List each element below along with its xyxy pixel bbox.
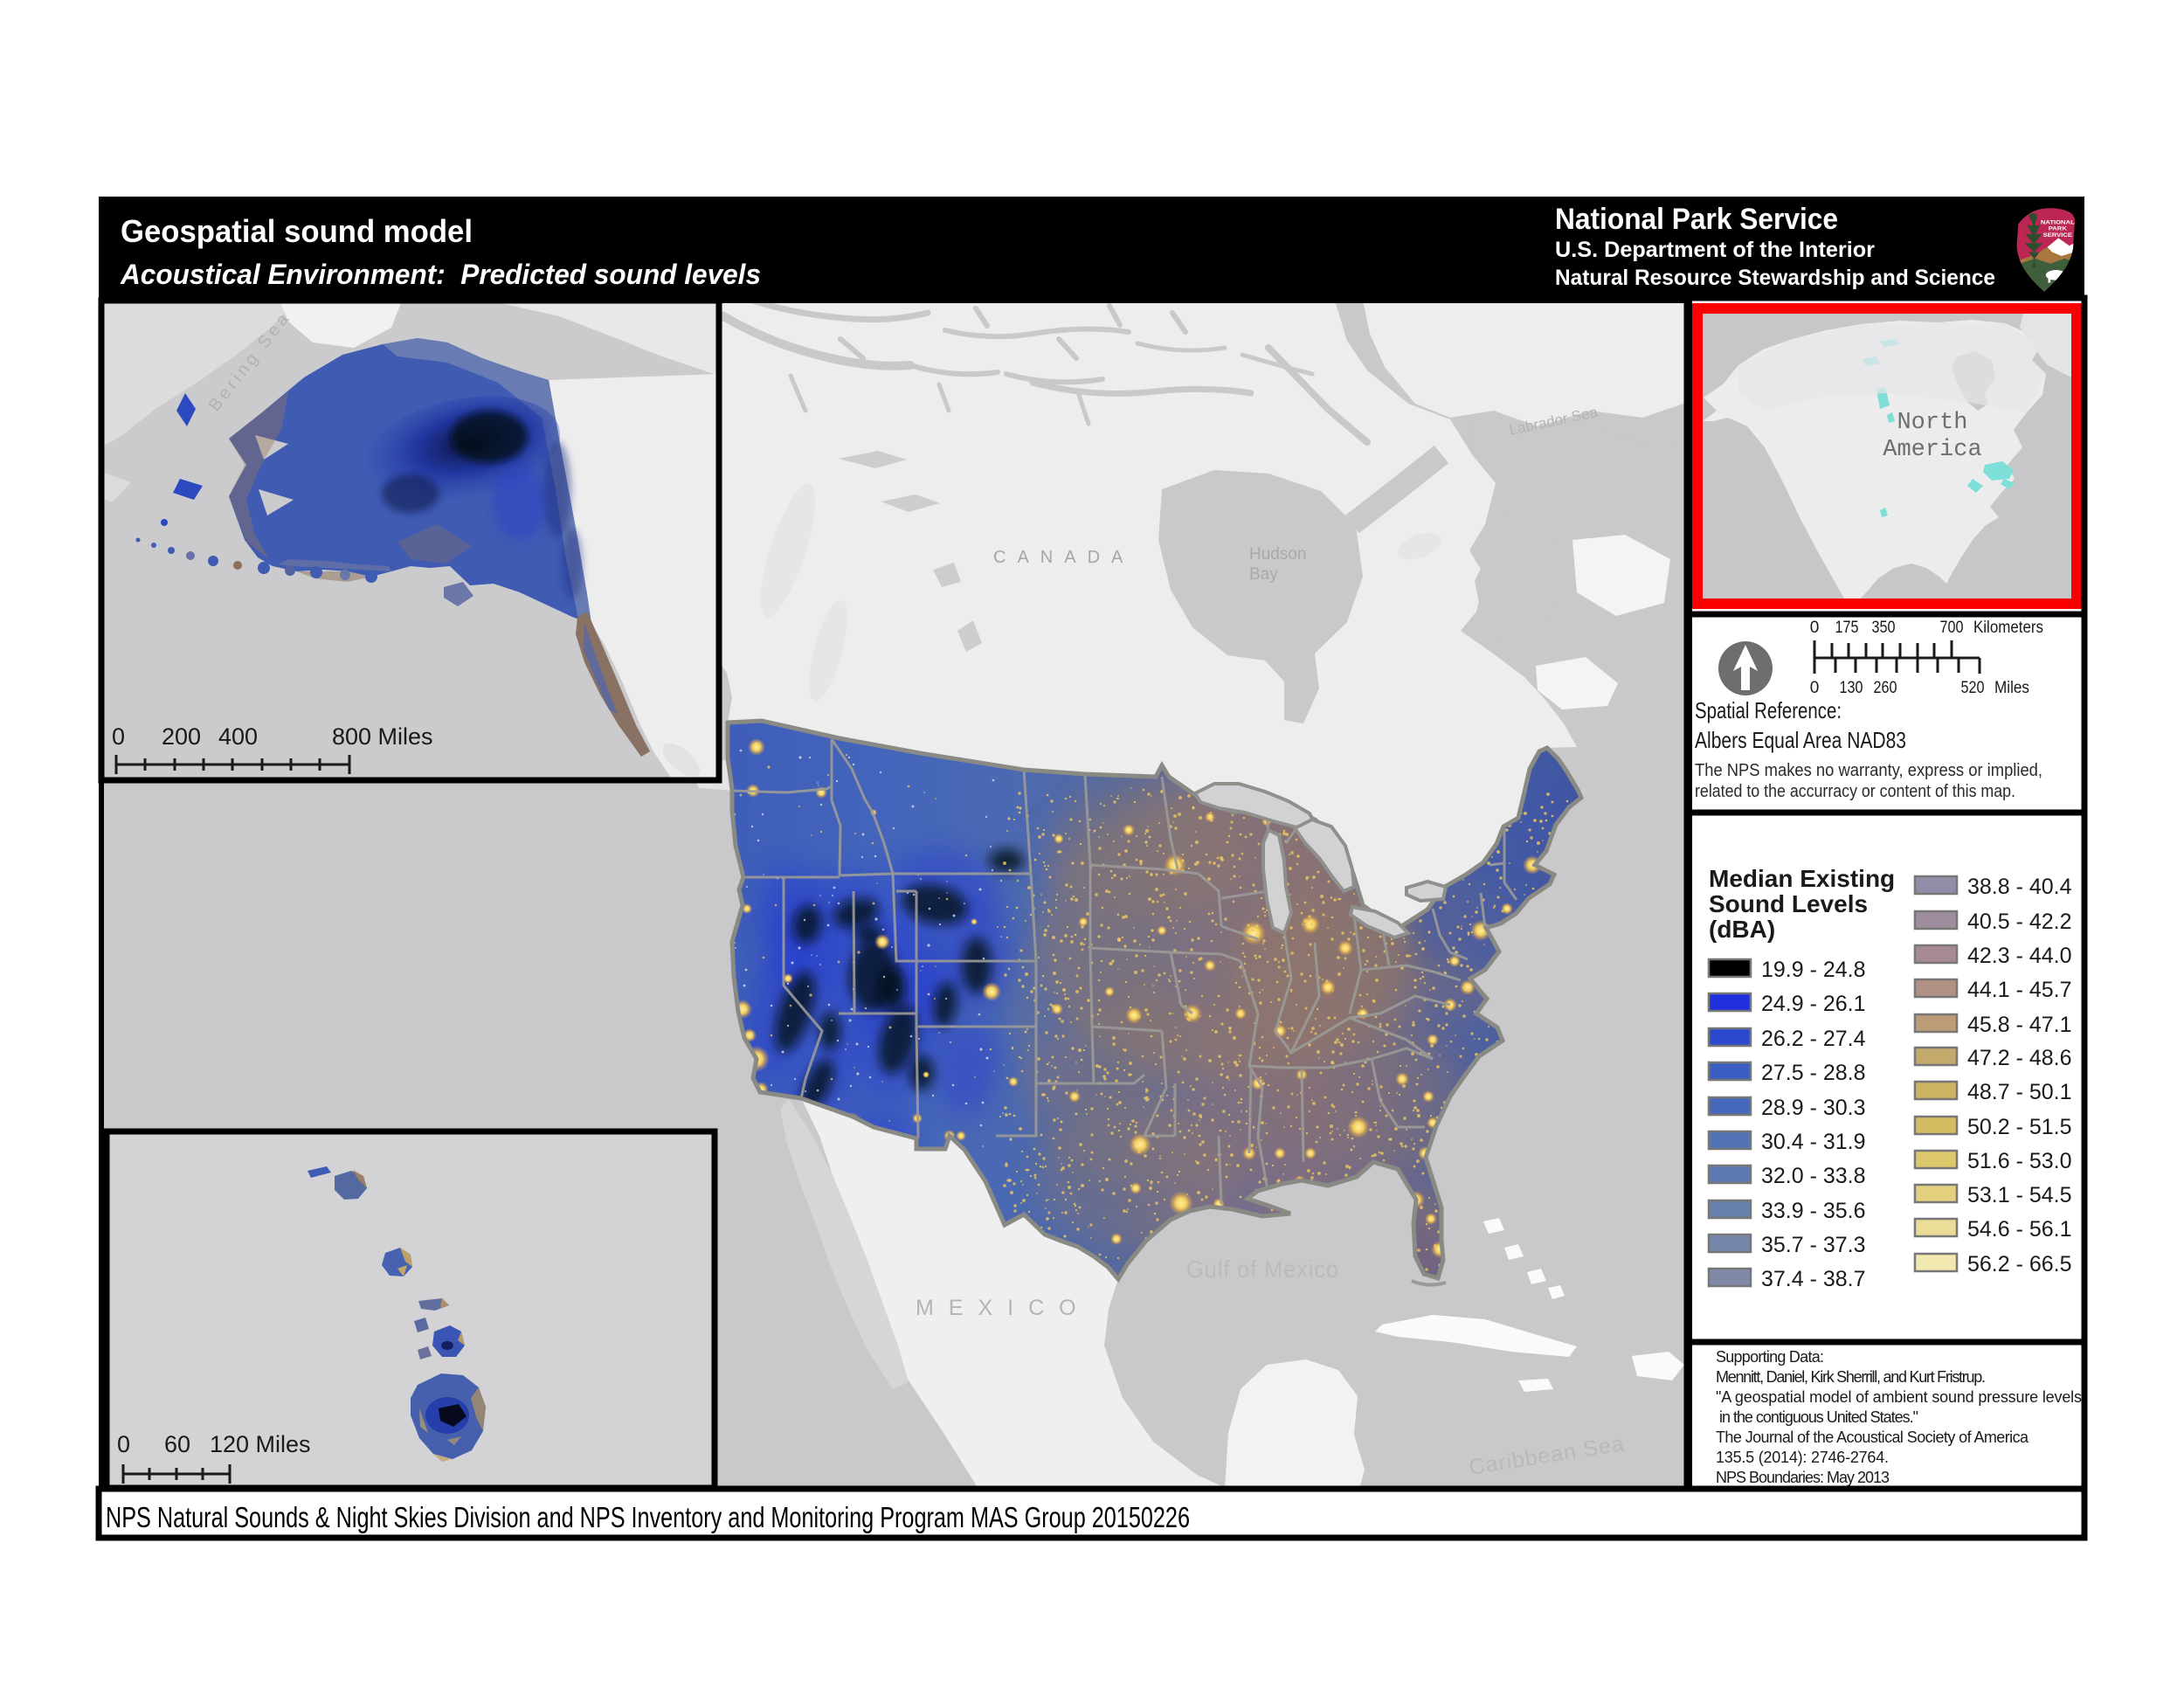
svg-text:40.5 - 42.2: 40.5 - 42.2 — [1967, 910, 2072, 934]
svg-text:520: 520 — [1961, 679, 1985, 697]
svg-text:"A geospatial model of ambient: "A geospatial model of ambient sound pre… — [1716, 1388, 2082, 1406]
svg-text:350: 350 — [1872, 619, 1896, 637]
svg-text:SERVICE: SERVICE — [2043, 233, 2073, 239]
svg-text:Hudson: Hudson — [1249, 545, 1307, 564]
svg-text:The Journal of the Acoustical: The Journal of the Acoustical Society of… — [1716, 1429, 2029, 1446]
svg-text:51.6 - 53.0: 51.6 - 53.0 — [1967, 1149, 2072, 1173]
svg-text:Geospatial sound model: Geospatial sound model — [121, 213, 473, 249]
svg-text:0: 0 — [1810, 679, 1820, 697]
svg-text:44.1 - 45.7: 44.1 - 45.7 — [1967, 978, 2072, 1002]
svg-text:30.4 - 31.9: 30.4 - 31.9 — [1761, 1130, 1866, 1154]
svg-text:27.5 - 28.8: 27.5 - 28.8 — [1761, 1061, 1866, 1085]
svg-text:26.2 - 27.4: 26.2 - 27.4 — [1761, 1027, 1866, 1051]
svg-text:North: North — [1897, 410, 1967, 436]
svg-text:related to the accurracy or co: related to the accurracy or content of t… — [1695, 782, 2015, 801]
svg-text:56.2 - 66.5: 56.2 - 66.5 — [1967, 1252, 2072, 1276]
svg-text:19.9 - 24.8: 19.9 - 24.8 — [1761, 958, 1866, 982]
svg-text:Gulf of Mexico: Gulf of Mexico — [1186, 1256, 1339, 1283]
svg-text:32.0 - 33.8: 32.0 - 33.8 — [1761, 1164, 1866, 1188]
svg-text:45.8 - 47.1: 45.8 - 47.1 — [1967, 1013, 2072, 1037]
svg-text:Natural Resource Stewardship a: Natural Resource Stewardship and Science — [1555, 266, 1995, 290]
svg-text:The NPS makes no warranty, exp: The NPS makes no warranty, express or im… — [1695, 761, 2042, 780]
svg-text:48.7 - 50.1: 48.7 - 50.1 — [1967, 1080, 2072, 1104]
svg-text:Median Existing: Median Existing — [1709, 865, 1895, 892]
svg-text:Kilometers: Kilometers — [1973, 619, 2043, 637]
svg-text:42.3 - 44.0: 42.3 - 44.0 — [1967, 944, 2072, 968]
svg-text:35.7 - 37.3: 35.7 - 37.3 — [1761, 1233, 1866, 1257]
svg-text:Spatial Reference:: Spatial Reference: — [1695, 697, 1842, 723]
svg-text:PARK: PARK — [2049, 226, 2067, 232]
svg-text:NPS Boundaries: May 2013: NPS Boundaries: May 2013 — [1716, 1469, 1890, 1486]
svg-text:America: America — [1883, 437, 1981, 463]
svg-text:54.6 - 56.1: 54.6 - 56.1 — [1967, 1217, 2072, 1242]
svg-text:33.9 - 35.6: 33.9 - 35.6 — [1761, 1199, 1866, 1223]
svg-text:60: 60 — [164, 1431, 190, 1457]
svg-text:Albers Equal Area NAD83: Albers Equal Area NAD83 — [1695, 727, 1906, 753]
svg-text:53.1 - 54.5: 53.1 - 54.5 — [1967, 1183, 2072, 1207]
svg-text:National Park Service: National Park Service — [1555, 203, 1838, 236]
svg-text:Mennitt, Daniel, Kirk Sherrill: Mennitt, Daniel, Kirk Sherrill, and Kurt… — [1716, 1368, 1986, 1386]
svg-text:U.S. Department of the Interio: U.S. Department of the Interior — [1555, 238, 1875, 262]
svg-text:Acoustical Environment: Predi: Acoustical Environment: Predicted sound … — [120, 259, 761, 290]
svg-text:0: 0 — [117, 1431, 130, 1457]
svg-text:0: 0 — [1810, 619, 1820, 637]
svg-text:260: 260 — [1874, 679, 1897, 697]
svg-text:135.5 (2014): 2746-2764.: 135.5 (2014): 2746-2764. — [1716, 1449, 1889, 1466]
svg-text:Supporting Data:: Supporting Data: — [1716, 1348, 1824, 1366]
svg-text:Bay: Bay — [1249, 565, 1278, 584]
svg-text:120 Miles: 120 Miles — [210, 1431, 311, 1457]
svg-text:50.2 - 51.5: 50.2 - 51.5 — [1967, 1115, 2072, 1139]
svg-text:200: 200 — [162, 723, 201, 750]
svg-text:24.9 - 26.1: 24.9 - 26.1 — [1761, 992, 1866, 1016]
svg-text:28.9 - 30.3: 28.9 - 30.3 — [1761, 1096, 1866, 1120]
svg-text:0: 0 — [112, 723, 125, 750]
svg-text:38.8 - 40.4: 38.8 - 40.4 — [1967, 875, 2072, 899]
svg-text:CANADA: CANADA — [993, 548, 1134, 567]
svg-text:(dBA): (dBA) — [1709, 916, 1775, 943]
svg-text:Miles: Miles — [1994, 679, 2029, 697]
svg-text:NPS Natural Sounds & Night Ski: NPS Natural Sounds & Night Skies Divisio… — [106, 1501, 1190, 1533]
svg-text:175: 175 — [1835, 619, 1859, 637]
svg-text:37.4 - 38.7: 37.4 - 38.7 — [1761, 1267, 1866, 1291]
svg-text:MEXICO: MEXICO — [916, 1296, 1091, 1320]
svg-text:130: 130 — [1840, 679, 1863, 697]
svg-text:47.2 - 48.6: 47.2 - 48.6 — [1967, 1046, 2072, 1070]
svg-text:700: 700 — [1940, 619, 1964, 637]
svg-text:in the contiguous United State: in the contiguous United States." — [1716, 1408, 1918, 1426]
svg-text:400: 400 — [218, 723, 258, 750]
svg-text:NATIONAL: NATIONAL — [2041, 220, 2076, 225]
svg-text:Sound Levels: Sound Levels — [1709, 890, 1868, 917]
svg-text:800 Miles: 800 Miles — [332, 723, 433, 750]
